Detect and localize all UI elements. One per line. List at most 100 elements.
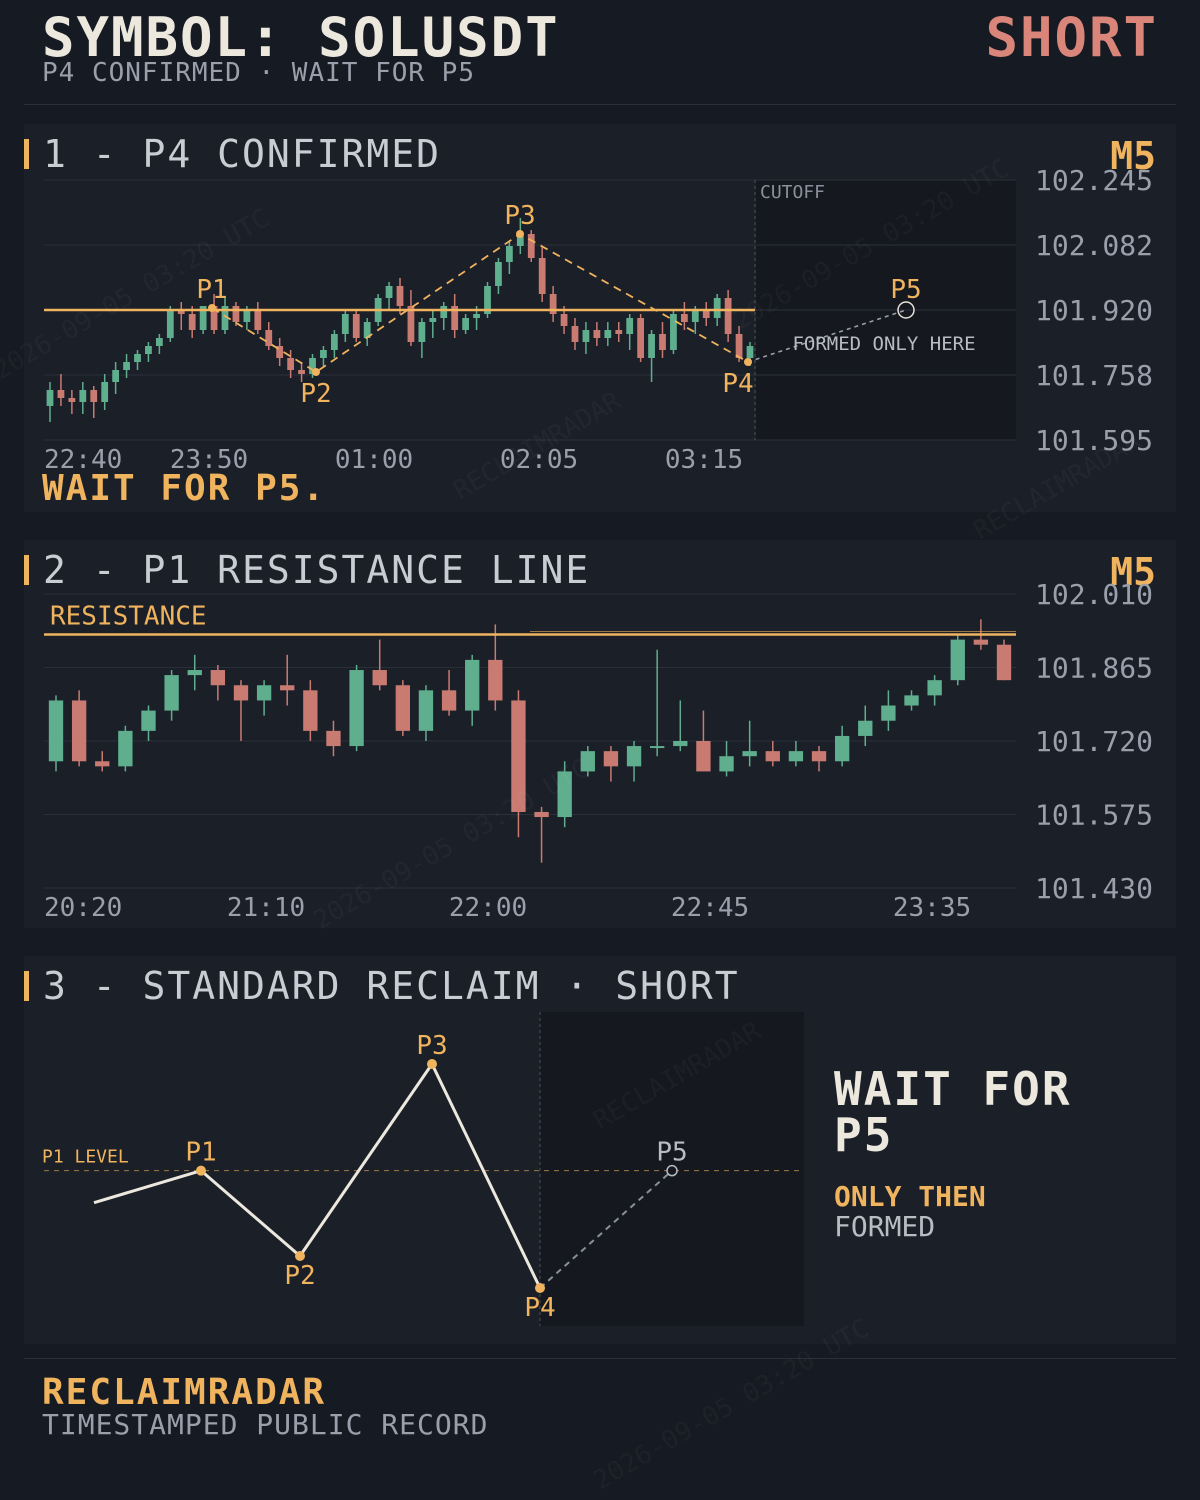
candle-body <box>187 670 202 676</box>
y-tick-label: 101.920 <box>1035 294 1153 327</box>
projected-path <box>539 1169 673 1289</box>
x-tick-label: 20:20 <box>44 893 122 923</box>
candle-body <box>177 310 185 314</box>
title-accent-bar <box>24 555 29 585</box>
schematic-marker-p5 <box>666 1164 678 1177</box>
candle-body <box>166 310 174 338</box>
candle-body <box>580 751 595 772</box>
panel-standard-reclaim: 3 - STANDARD RECLAIM · SHORT P1 LEVEL P1 P… <box>24 956 1176 1344</box>
candle-body <box>603 751 619 767</box>
panel2-timeframe: M5 <box>1110 550 1156 594</box>
candle-body <box>330 334 338 350</box>
brand-name: RECLAIMRADAR <box>42 1372 327 1413</box>
candle-body <box>650 746 665 749</box>
candle-body <box>973 639 989 645</box>
candle-body <box>254 310 262 330</box>
candle-body <box>673 741 688 747</box>
candle-body <box>626 746 642 767</box>
panel3-title-text: 3 - STANDARD RECLAIM · SHORT <box>43 964 740 1008</box>
x-tick-label: 22:45 <box>671 893 749 923</box>
cutoff-label: CUTOFF <box>760 182 825 203</box>
candle-body <box>719 756 734 772</box>
candle-body <box>276 346 284 358</box>
candle-body <box>429 318 437 322</box>
candle-body <box>702 310 710 318</box>
candle-body <box>881 705 896 721</box>
panel2-title: 2 - P1 RESISTANCE LINE <box>24 540 590 600</box>
candle-body <box>626 318 634 334</box>
candle-body <box>696 741 711 772</box>
y-tick-label: 102.082 <box>1035 229 1153 262</box>
candle-body <box>418 322 426 342</box>
pivot-marker-p1 <box>208 304 216 312</box>
header: SYMBOL: SOLUSDT P4 CONFIRMED · WAIT FOR … <box>0 0 1200 104</box>
candle-body <box>79 390 87 402</box>
candle-body <box>233 685 249 701</box>
candle-body <box>746 346 754 358</box>
schematic-path <box>93 1061 542 1289</box>
x-tick-label: 03:15 <box>665 445 743 475</box>
candle-body <box>141 710 156 731</box>
x-tick-label: 21:10 <box>227 893 305 923</box>
candle-body <box>232 306 240 322</box>
candle-body <box>615 330 623 334</box>
candle-body <box>549 294 557 314</box>
candle-body <box>858 720 873 736</box>
panel2-title-text: 2 - P1 RESISTANCE LINE <box>43 548 591 592</box>
schematic-marker-p1 <box>196 1165 206 1176</box>
y-tick-label: 101.720 <box>1035 725 1153 758</box>
y-tick-label: 101.595 <box>1035 424 1153 457</box>
panel1-timeframe: M5 <box>1110 134 1156 178</box>
x-tick-label: 22:00 <box>449 893 527 923</box>
candle-body <box>145 346 152 354</box>
x-tick-label: 01:00 <box>335 445 413 475</box>
schematic-label-p1: P1 <box>185 1138 216 1168</box>
candle-body <box>155 338 163 346</box>
title-accent-bar <box>24 139 29 169</box>
pivot-path <box>211 232 749 374</box>
candle-body <box>462 318 470 330</box>
candle-body <box>199 306 207 330</box>
pivot-marker-p4 <box>744 358 752 366</box>
candle-body <box>352 314 360 338</box>
candle-body <box>210 670 226 686</box>
candle-body <box>950 639 965 681</box>
candle-body <box>303 690 318 731</box>
candle-body <box>765 751 780 762</box>
y-tick-label: 101.430 <box>1035 872 1153 905</box>
y-tick-label: 101.575 <box>1035 799 1153 832</box>
candle-body <box>309 358 316 374</box>
panel1-title: 1 - P4 CONFIRMED <box>24 124 441 184</box>
candle-body <box>243 310 251 322</box>
panel1-wait-message: WAIT FOR P5. <box>42 468 327 509</box>
candle-body <box>407 306 415 342</box>
candle-body <box>112 370 120 382</box>
pivot-label-p4: P4 <box>722 369 753 399</box>
divider <box>24 104 1176 105</box>
x-tick-label: 23:50 <box>170 445 248 475</box>
candle-body <box>372 670 387 686</box>
candle-body <box>451 306 459 330</box>
candle-body <box>927 680 942 696</box>
candle-body <box>465 659 480 711</box>
candle-body <box>488 659 503 701</box>
candle-body <box>538 258 546 294</box>
candle-body <box>440 306 448 318</box>
candle-body <box>495 262 502 286</box>
title-accent-bar <box>24 971 29 1001</box>
candle-body <box>996 644 1012 681</box>
candle-body <box>221 306 229 330</box>
candle-body <box>188 314 196 330</box>
candle-body <box>265 330 273 346</box>
candle-body <box>724 298 732 334</box>
panel3-only-then: ONLY THEN <box>834 1180 986 1213</box>
schematic-label-p5: P5 <box>656 1138 687 1168</box>
pivot-marker-p3 <box>516 230 524 238</box>
candle-body <box>713 298 721 318</box>
candle-body <box>534 811 549 818</box>
candle-body <box>71 700 87 762</box>
candle-body <box>582 330 590 342</box>
pivot-marker-p5 <box>897 301 915 319</box>
candle-body <box>834 735 850 762</box>
candle-body <box>691 310 699 322</box>
